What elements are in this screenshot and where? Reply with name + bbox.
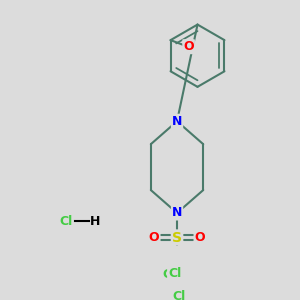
Text: Cl: Cl [162,268,176,281]
Text: O: O [183,40,194,53]
Text: Cl: Cl [168,267,181,280]
Text: O: O [149,231,159,244]
Text: S: S [172,231,182,244]
Text: Cl: Cl [60,215,73,228]
Text: N: N [172,206,182,220]
Text: Cl: Cl [173,290,186,300]
Text: N: N [172,115,182,128]
Text: O: O [195,231,205,244]
Text: H: H [90,215,100,228]
